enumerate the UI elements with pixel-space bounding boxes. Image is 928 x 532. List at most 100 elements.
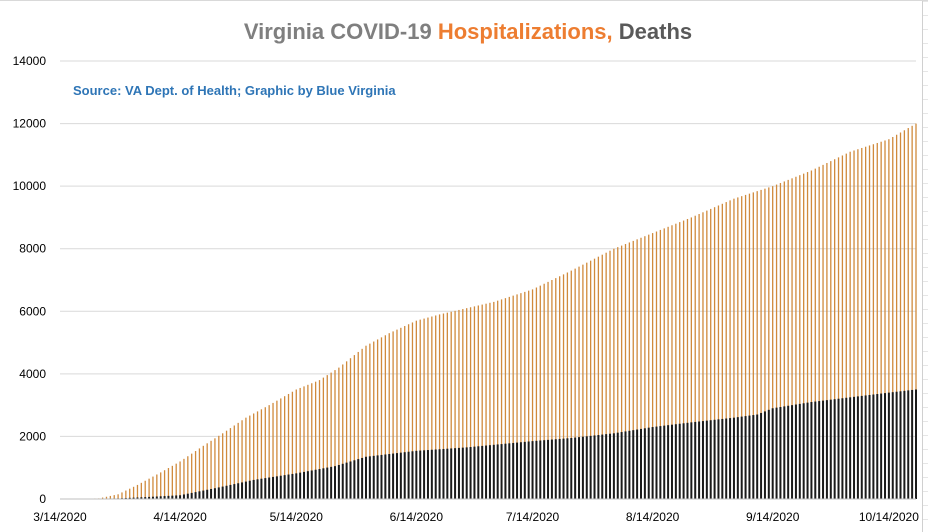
deaths-bar	[175, 495, 177, 499]
deaths-bar	[671, 425, 673, 499]
hospitalizations-bar	[156, 474, 157, 499]
deaths-bar	[264, 478, 266, 499]
sheet-edge	[922, 1, 928, 532]
deaths-bar	[218, 487, 220, 499]
deaths-bar	[276, 476, 278, 499]
deaths-bar	[423, 450, 425, 499]
deaths-bar	[690, 422, 692, 499]
deaths-bar	[446, 449, 448, 499]
hospitalizations-bar	[125, 491, 126, 499]
deaths-bar	[748, 416, 750, 499]
deaths-bar	[419, 451, 421, 499]
deaths-bar	[853, 397, 855, 499]
deaths-bar	[384, 454, 386, 499]
deaths-bar	[400, 453, 402, 499]
deaths-bar	[477, 446, 479, 499]
deaths-bar	[663, 426, 665, 499]
deaths-bar	[373, 456, 375, 499]
deaths-bar	[280, 476, 282, 499]
y-tick-label: 10000	[13, 179, 47, 193]
deaths-bar	[489, 445, 491, 499]
deaths-bar	[268, 478, 270, 499]
deaths-bar	[725, 419, 727, 499]
deaths-bar	[183, 494, 185, 499]
deaths-bar	[245, 482, 247, 499]
deaths-bar	[559, 439, 561, 499]
deaths-bar	[520, 442, 522, 499]
deaths-bar	[683, 423, 685, 499]
y-tick-label: 14000	[13, 54, 47, 68]
deaths-bar	[555, 439, 557, 499]
y-tick-label: 12000	[13, 117, 47, 131]
deaths-bar	[830, 400, 832, 499]
deaths-bar	[869, 395, 871, 499]
deaths-bar	[752, 415, 754, 499]
deaths-bar	[404, 452, 406, 499]
deaths-bar	[745, 416, 747, 499]
hospitalizations-bar	[152, 477, 153, 499]
hospitalizations-bar	[121, 492, 122, 499]
x-tick-label: 4/14/2020	[153, 510, 207, 524]
deaths-bar	[369, 456, 371, 499]
hospitalizations-bar	[195, 451, 196, 499]
deaths-bar	[334, 466, 336, 499]
deaths-bar	[911, 390, 913, 499]
deaths-bar	[396, 453, 398, 499]
deaths-bar	[392, 454, 394, 499]
deaths-bar	[257, 479, 259, 499]
deaths-bar	[826, 400, 828, 499]
deaths-bar	[628, 431, 630, 499]
deaths-bar	[799, 404, 801, 499]
deaths-bar	[617, 433, 619, 499]
deaths-bar	[435, 450, 437, 500]
deaths-bar	[590, 436, 592, 499]
deaths-bar	[702, 421, 704, 499]
deaths-bar	[187, 494, 189, 499]
deaths-bar	[350, 461, 352, 499]
deaths-bar	[408, 452, 410, 499]
deaths-bar	[737, 417, 739, 499]
deaths-bar	[210, 489, 212, 499]
deaths-bar	[783, 406, 785, 499]
deaths-bar	[570, 438, 572, 499]
deaths-bar	[609, 434, 611, 499]
deaths-bar	[260, 479, 262, 499]
deaths-bar	[171, 496, 173, 499]
deaths-bar	[357, 459, 359, 499]
deaths-bar	[717, 419, 719, 499]
deaths-bar	[380, 455, 382, 499]
deaths-bar	[648, 428, 650, 499]
deaths-bar	[807, 403, 809, 499]
deaths-bar	[803, 403, 805, 499]
deaths-bar	[439, 449, 441, 499]
hospitalizations-bar	[164, 470, 165, 499]
deaths-bar	[319, 469, 321, 499]
hospitalizations-bar	[141, 483, 142, 499]
deaths-bar	[818, 401, 820, 499]
deaths-bar	[834, 399, 836, 499]
deaths-bar	[872, 395, 874, 499]
deaths-bar	[857, 396, 859, 499]
deaths-bar	[659, 426, 661, 499]
deaths-bar	[655, 427, 657, 499]
deaths-bar	[249, 481, 251, 499]
deaths-bar	[787, 406, 789, 499]
deaths-bar	[791, 405, 793, 499]
deaths-bar	[566, 438, 568, 499]
x-tick-label: 6/14/2020	[390, 510, 444, 524]
deaths-bar	[613, 433, 615, 499]
deaths-bar	[307, 471, 309, 499]
chart-title: Virginia COVID-19 Hospitalizations, Deat…	[244, 19, 692, 44]
deaths-bar	[415, 451, 417, 499]
deaths-bar	[485, 446, 487, 499]
deaths-bar	[888, 393, 890, 499]
chart-subtitle: Source: VA Dept. of Health; Graphic by B…	[73, 83, 396, 98]
deaths-bar	[516, 443, 518, 499]
deaths-bar	[222, 487, 224, 499]
deaths-bar	[621, 432, 623, 499]
deaths-bar	[907, 390, 909, 499]
deaths-bar	[315, 470, 317, 499]
